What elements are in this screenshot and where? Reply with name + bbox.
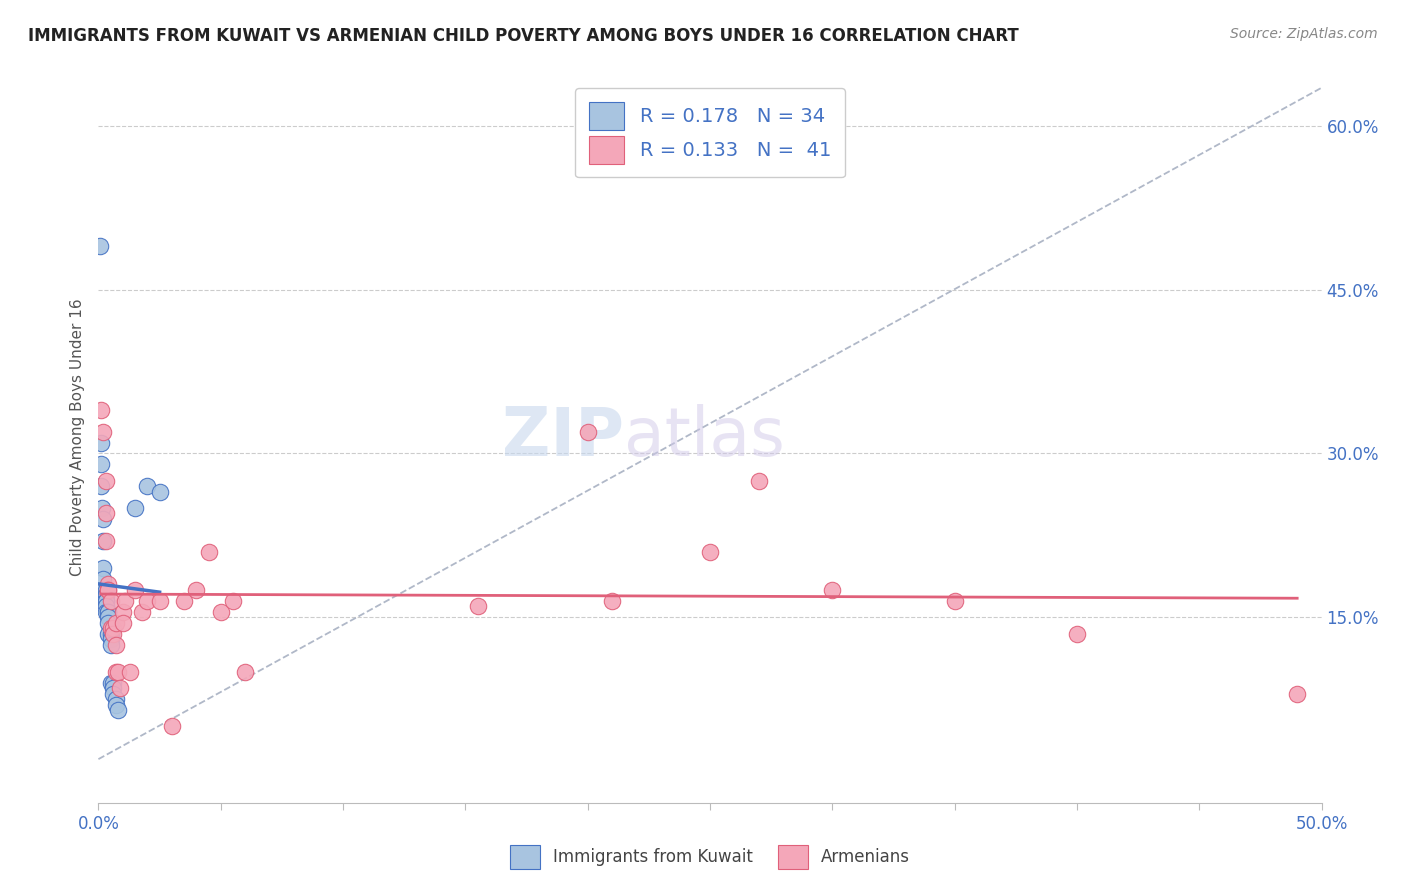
Point bbox=[104, 638, 127, 652]
Point bbox=[100, 621, 122, 635]
Point bbox=[90, 402, 112, 417]
Y-axis label: Child Poverty Among Boys Under 16: Child Poverty Among Boys Under 16 bbox=[69, 298, 84, 576]
Point bbox=[943, 594, 966, 608]
Point bbox=[97, 610, 120, 624]
Text: ZIP: ZIP bbox=[502, 404, 624, 470]
Point bbox=[94, 507, 117, 521]
Point bbox=[136, 479, 159, 493]
Text: IMMIGRANTS FROM KUWAIT VS ARMENIAN CHILD POVERTY AMONG BOYS UNDER 16 CORRELATION: IMMIGRANTS FROM KUWAIT VS ARMENIAN CHILD… bbox=[28, 27, 1019, 45]
Point bbox=[91, 533, 114, 548]
Point bbox=[97, 582, 120, 597]
Point bbox=[821, 582, 844, 597]
Point bbox=[91, 582, 114, 597]
Point bbox=[173, 594, 195, 608]
Point bbox=[699, 545, 721, 559]
Point bbox=[97, 615, 120, 630]
Point bbox=[124, 582, 146, 597]
Point bbox=[222, 594, 245, 608]
Point bbox=[91, 572, 114, 586]
Point bbox=[91, 501, 114, 516]
Point bbox=[97, 626, 120, 640]
Point bbox=[124, 501, 146, 516]
Point bbox=[748, 474, 770, 488]
Point bbox=[186, 582, 208, 597]
Point bbox=[160, 719, 183, 733]
Point bbox=[136, 594, 159, 608]
Point bbox=[89, 239, 111, 253]
Point bbox=[107, 703, 129, 717]
Point bbox=[104, 615, 127, 630]
Point bbox=[97, 582, 120, 597]
Point bbox=[94, 605, 117, 619]
Point bbox=[104, 698, 127, 712]
Point bbox=[114, 594, 136, 608]
Point bbox=[97, 605, 120, 619]
Point bbox=[101, 621, 124, 635]
Point bbox=[120, 665, 142, 679]
Point bbox=[149, 594, 172, 608]
Point bbox=[94, 599, 117, 614]
Point bbox=[91, 512, 114, 526]
Point bbox=[97, 605, 120, 619]
Point bbox=[100, 675, 122, 690]
Point bbox=[101, 681, 124, 695]
Point bbox=[101, 687, 124, 701]
Point bbox=[94, 588, 117, 602]
Point bbox=[104, 665, 127, 679]
Point bbox=[101, 626, 124, 640]
Point bbox=[576, 425, 599, 439]
Point bbox=[100, 594, 122, 608]
Point bbox=[94, 474, 117, 488]
Point bbox=[100, 632, 122, 646]
Point bbox=[233, 665, 256, 679]
Point bbox=[467, 599, 489, 614]
Point bbox=[90, 479, 112, 493]
Point bbox=[111, 615, 134, 630]
Point bbox=[107, 665, 129, 679]
Point bbox=[94, 533, 117, 548]
Point bbox=[1286, 687, 1309, 701]
Point bbox=[110, 681, 132, 695]
Point bbox=[94, 594, 117, 608]
Point bbox=[1066, 626, 1088, 640]
Text: Source: ZipAtlas.com: Source: ZipAtlas.com bbox=[1230, 27, 1378, 41]
Point bbox=[100, 626, 122, 640]
Legend: Immigrants from Kuwait, Armenians: Immigrants from Kuwait, Armenians bbox=[499, 835, 921, 879]
Point bbox=[197, 545, 219, 559]
Point bbox=[94, 594, 117, 608]
Point bbox=[111, 605, 134, 619]
Point bbox=[91, 561, 114, 575]
Point bbox=[101, 675, 124, 690]
Point bbox=[97, 577, 120, 591]
Point bbox=[90, 458, 112, 472]
Point bbox=[90, 435, 112, 450]
Point bbox=[104, 692, 127, 706]
Point bbox=[209, 605, 232, 619]
Point bbox=[149, 484, 172, 499]
Point bbox=[131, 605, 153, 619]
Text: atlas: atlas bbox=[624, 404, 786, 470]
Point bbox=[600, 594, 623, 608]
Point bbox=[94, 582, 117, 597]
Point bbox=[91, 425, 114, 439]
Point bbox=[100, 638, 122, 652]
